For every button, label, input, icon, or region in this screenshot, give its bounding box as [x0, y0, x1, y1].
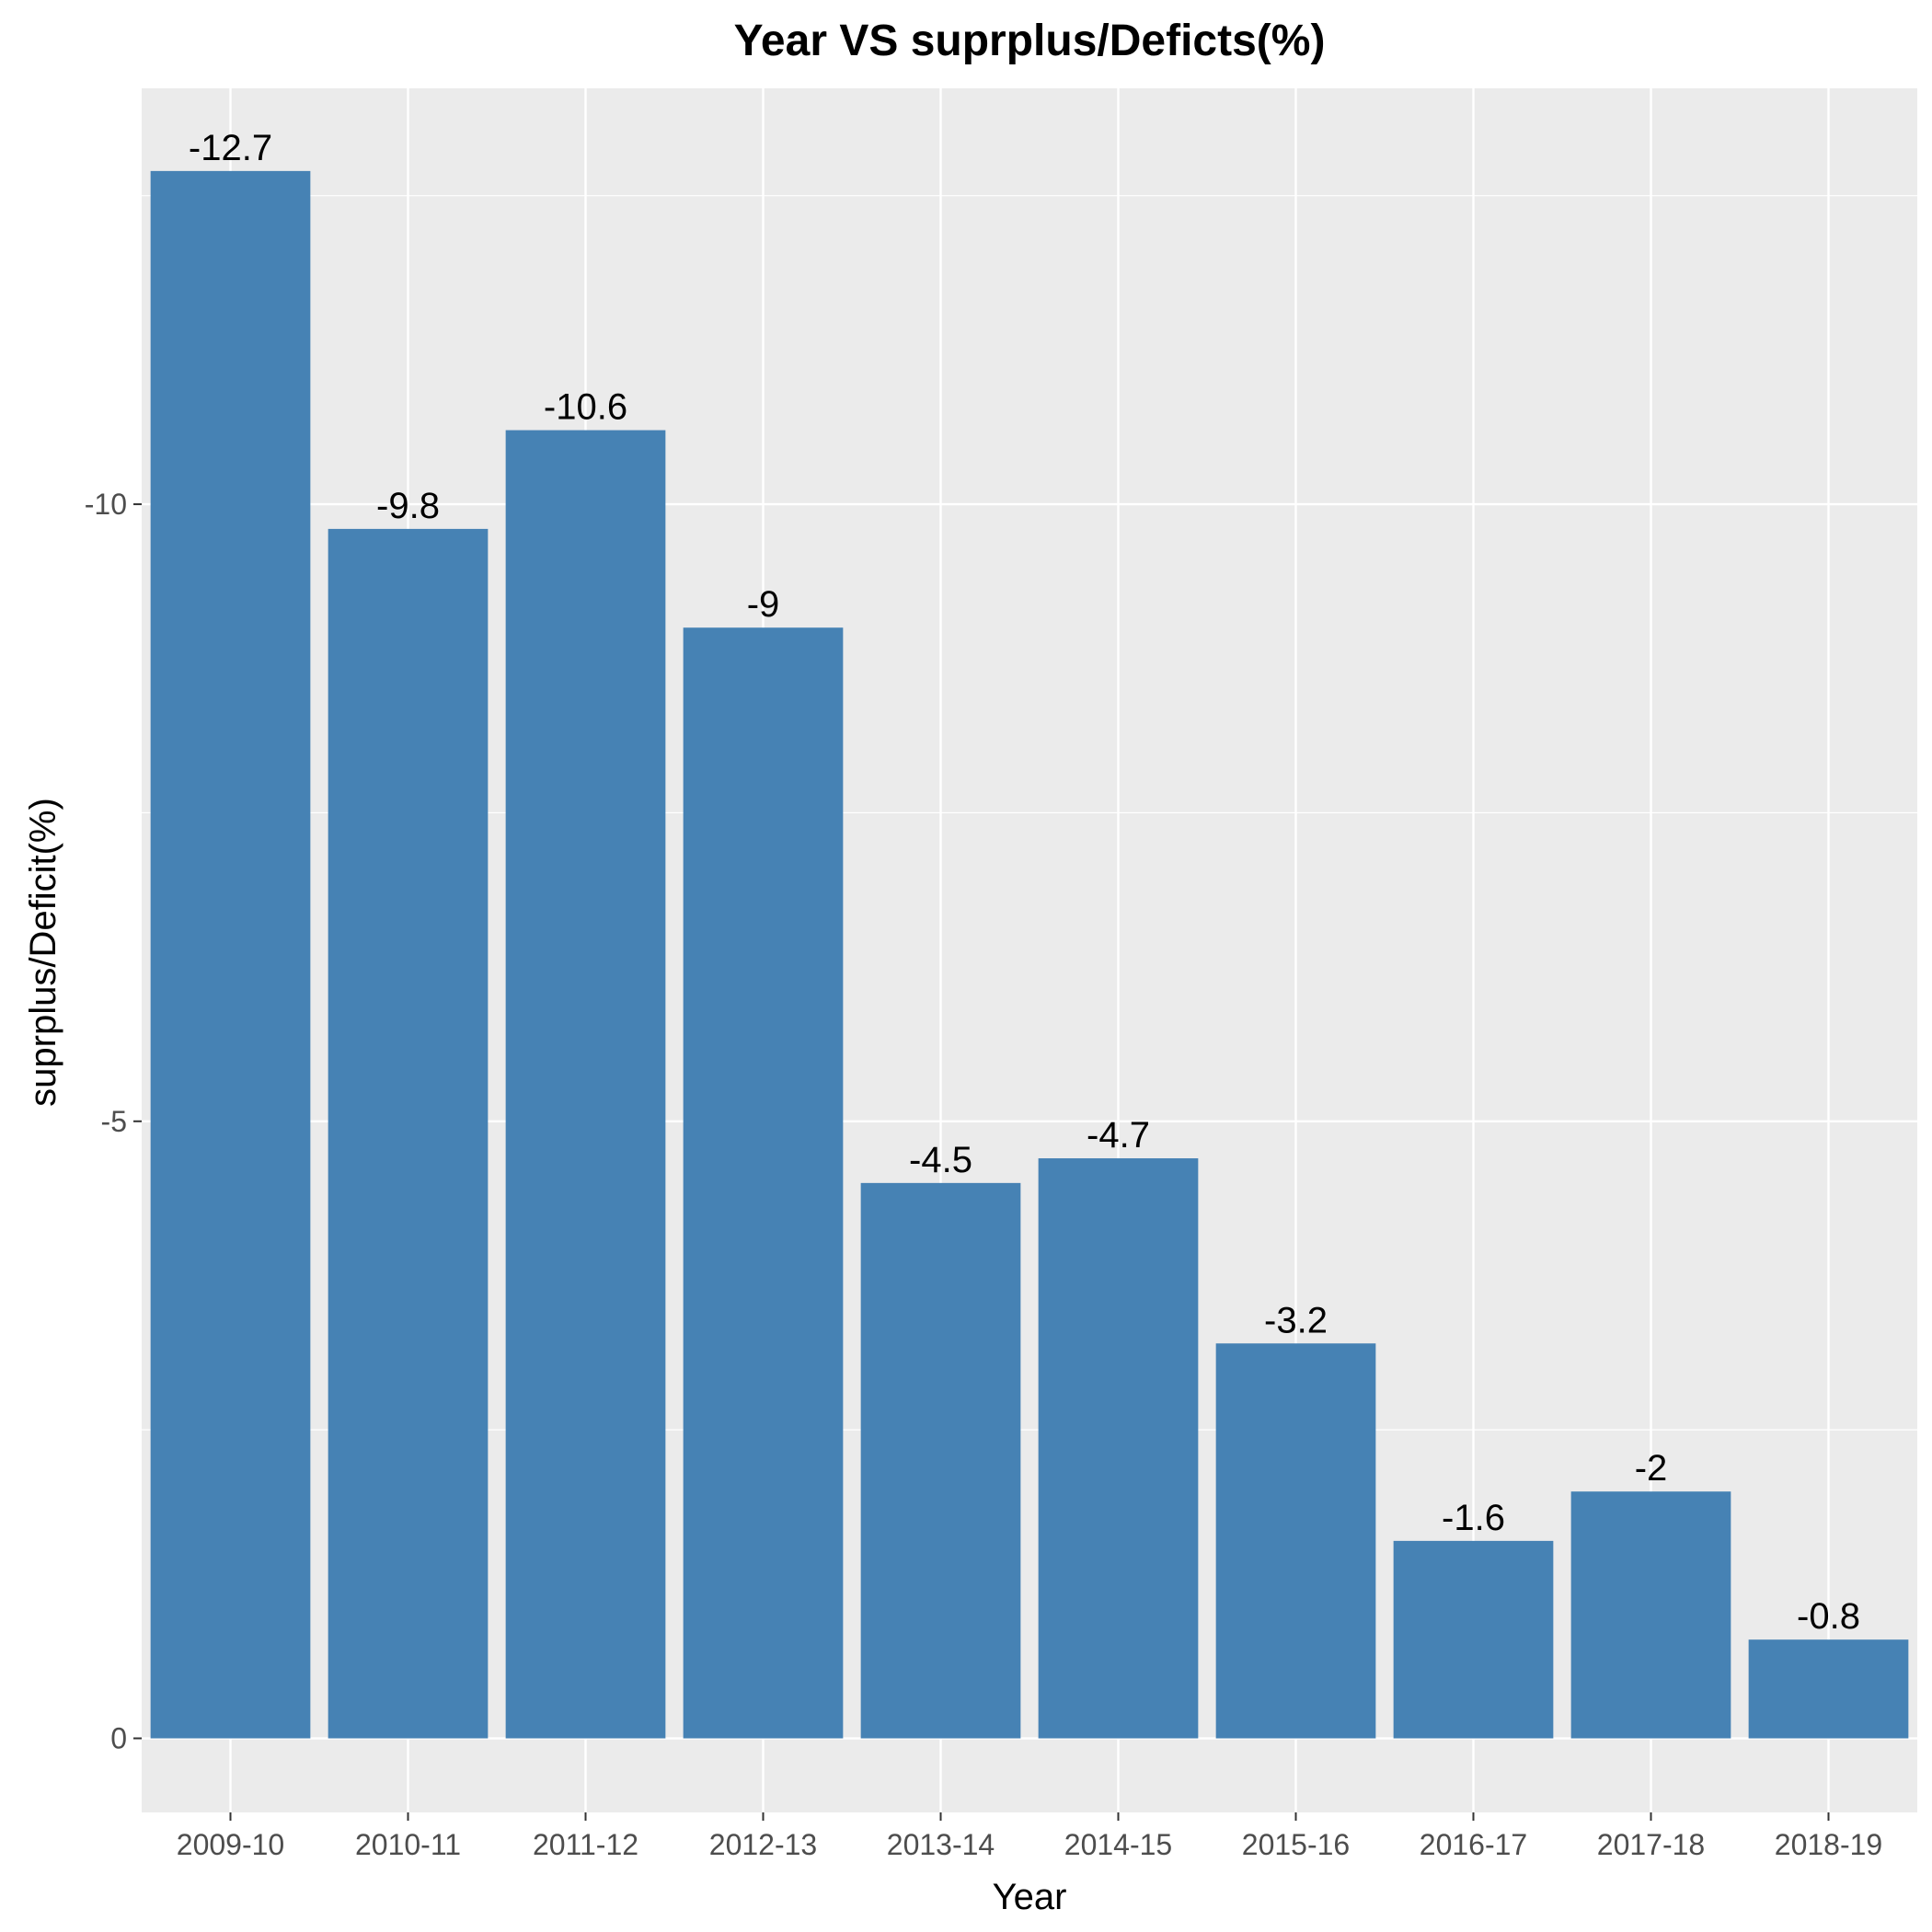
- bar: [1038, 1158, 1199, 1739]
- data-label: -4.7: [1087, 1115, 1150, 1156]
- x-tick-label: 2014-15: [1064, 1828, 1172, 1861]
- x-axis-title: Year: [993, 1877, 1067, 1917]
- x-tick-label: 2012-13: [709, 1828, 817, 1861]
- y-tick-label: -10: [85, 488, 127, 521]
- bar: [505, 430, 666, 1739]
- bar: [683, 627, 844, 1739]
- bar: [1215, 1343, 1376, 1739]
- data-label: -9: [747, 584, 780, 625]
- y-axis: 0 -5 -10: [85, 488, 142, 1755]
- data-label: -1.6: [1442, 1498, 1505, 1538]
- data-label: -2: [1635, 1448, 1668, 1489]
- data-label: -10.6: [544, 387, 627, 428]
- x-tick-label: 2015-16: [1242, 1828, 1350, 1861]
- y-tick-label: 0: [110, 1722, 127, 1755]
- chart-title: Year VS suprplus/Deficts(%): [734, 17, 1326, 65]
- bars: [150, 170, 1909, 1739]
- x-tick-label: 2018-19: [1775, 1828, 1882, 1861]
- y-tick-label: -5: [101, 1105, 127, 1138]
- bar: [1570, 1491, 1731, 1739]
- x-tick-label: 2009-10: [177, 1828, 284, 1861]
- data-label: -9.8: [376, 486, 440, 526]
- x-tick-label: 2010-11: [355, 1828, 461, 1861]
- bar: [328, 528, 489, 1739]
- data-labels: -12.7 -9.8 -10.6 -9 -4.5 -4.7 -3.2 -1.6 -2 -0.8: [189, 128, 1860, 1637]
- data-label: -4.5: [909, 1140, 972, 1180]
- data-label: -3.2: [1264, 1300, 1328, 1340]
- x-tick-label: 2017-18: [1597, 1828, 1705, 1861]
- bar: [860, 1182, 1021, 1739]
- x-tick-label: 2016-17: [1420, 1828, 1527, 1861]
- y-axis-title: suprplus/Deficit(%): [23, 798, 63, 1107]
- bar: [1393, 1540, 1554, 1739]
- data-label: -0.8: [1797, 1596, 1860, 1637]
- x-axis: 2009-10 2010-11 2011-12 2012-13 2013-14 2014-…: [177, 1812, 1882, 1861]
- x-tick-label: 2013-14: [887, 1828, 995, 1861]
- x-tick-label: 2011-12: [533, 1828, 638, 1861]
- data-label: -12.7: [189, 128, 272, 168]
- bar: [150, 170, 311, 1739]
- bar: [1748, 1639, 1909, 1739]
